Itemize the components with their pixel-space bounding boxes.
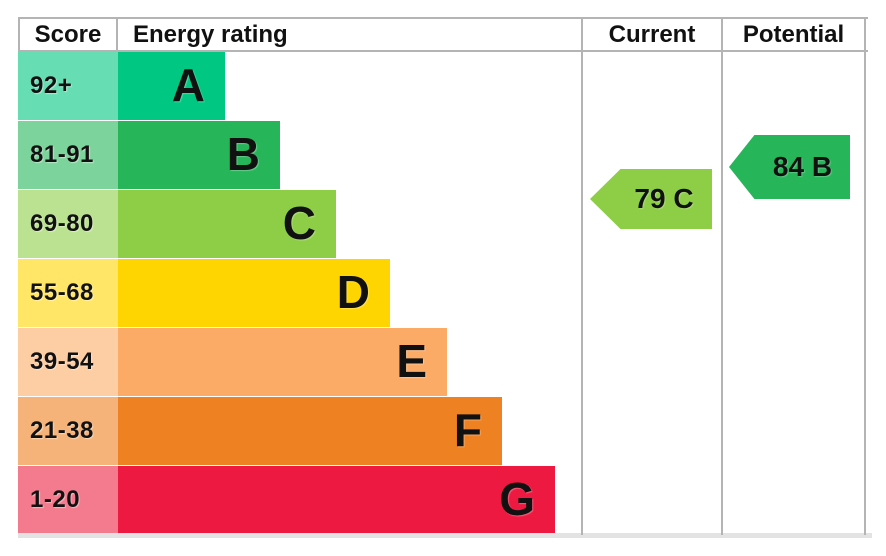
grid-line-current-divider — [581, 17, 583, 535]
score-range-cell-d: 55-68 — [18, 259, 118, 328]
current-rating-label: 79 C — [634, 183, 694, 214]
score-range-cell-e: 39-54 — [18, 328, 118, 397]
score-range-label-g: 1-20 — [30, 486, 81, 513]
band-letter-f: F — [453, 404, 482, 456]
band-bar-g: G — [118, 466, 555, 535]
band-letter-d: D — [336, 266, 370, 318]
grid-line-score-divider — [116, 17, 118, 52]
band-bar-a: A — [118, 52, 225, 121]
grid-line-header-bottom — [18, 50, 868, 52]
potential-column-header: Potential — [742, 21, 845, 48]
band-bar-c: C — [118, 190, 336, 259]
band-letter-b: B — [226, 128, 260, 180]
grid-line-right — [864, 17, 866, 535]
band-letter-a: A — [171, 59, 205, 111]
band-letter-c: C — [282, 197, 316, 249]
score-range-label-d: 55-68 — [30, 279, 94, 306]
score-range-cell-b: 81-91 — [18, 121, 118, 190]
score-range-label-f: 21-38 — [30, 417, 94, 444]
score-range-label-e: 39-54 — [30, 348, 94, 375]
band-bar-d: D — [118, 259, 390, 328]
band-bar-b: B — [118, 121, 280, 190]
score-range-cell-g: 1-20 — [18, 466, 118, 535]
band-letter-e: E — [396, 335, 427, 387]
score-range-label-c: 69-80 — [30, 210, 94, 237]
potential-rating-arrow: 84 B — [729, 135, 850, 199]
grid-line-bottom — [18, 533, 872, 538]
energy-rating-column-header: Energy rating — [133, 21, 288, 48]
score-range-cell-f: 21-38 — [18, 397, 118, 466]
band-bar-f: F — [118, 397, 502, 466]
grid-line-left — [18, 17, 20, 52]
band-bar-e: E — [118, 328, 447, 397]
grid-line-top — [18, 17, 868, 19]
potential-rating-label: 84 B — [772, 151, 833, 182]
score-range-label-b: 81-91 — [30, 141, 94, 168]
score-range-cell-c: 69-80 — [18, 190, 118, 259]
band-letter-g: G — [499, 473, 535, 525]
grid-line-potential-divider — [721, 17, 723, 535]
current-column-header: Current — [608, 21, 696, 48]
score-column-header: Score — [34, 21, 102, 48]
score-range-label-a: 92+ — [30, 72, 73, 99]
score-range-cell-a: 92+ — [18, 52, 118, 121]
current-rating-arrow: 79 C — [590, 169, 712, 229]
